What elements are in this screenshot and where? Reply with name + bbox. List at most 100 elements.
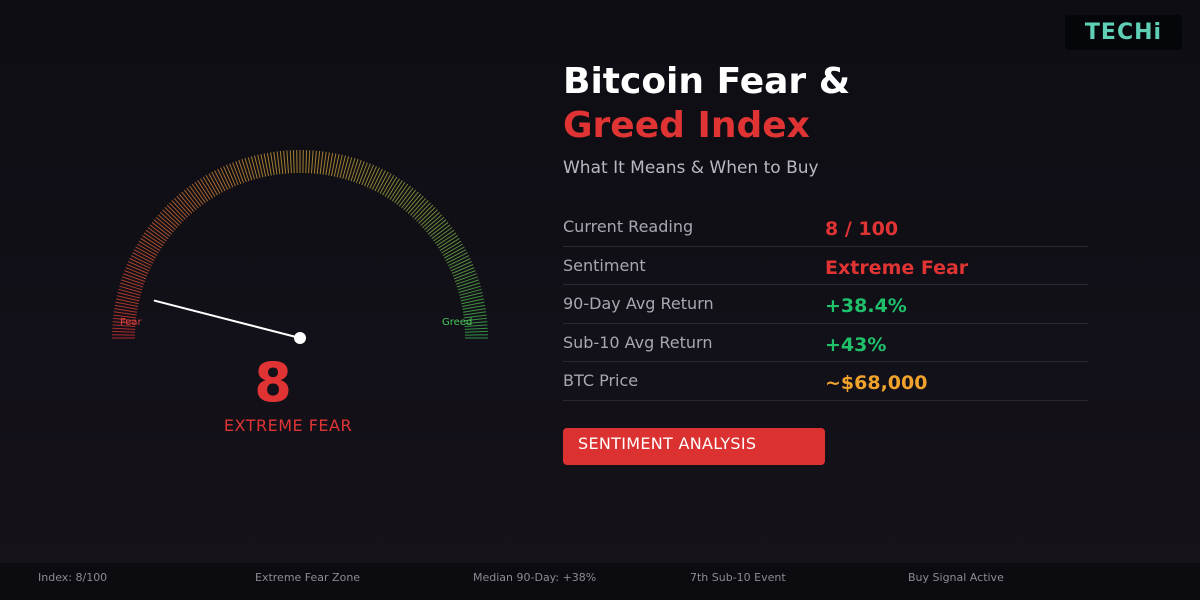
gauge-tick [458,285,481,293]
gauge-tick [414,202,431,220]
stat-label: BTC Price [563,371,639,390]
gauge-tick [155,216,174,233]
gauge-tick [164,207,182,224]
gauge-tick [339,155,346,179]
gauge-tick [463,314,487,319]
gauge-tick [151,221,171,237]
gauge-tick [459,292,483,299]
gauge-tick [217,168,229,190]
page-title-line2: Greed Index [563,105,810,146]
gauge-tick [452,267,475,277]
gauge-tick [121,279,144,288]
gauge-tick [436,232,457,247]
gauge-tick [292,150,295,174]
gauge-tick [433,227,453,242]
gauge-tick [257,154,264,178]
gauge-tick [130,255,152,267]
gauge-tick [120,282,143,291]
gauge-tick [157,214,176,231]
gauge-tick [176,195,193,214]
stat-label: Sub-10 Avg Return [563,332,713,352]
gauge-tick [427,219,447,235]
gauge-tick [322,151,327,175]
gauge-tick [342,156,350,179]
gauge-tick [431,224,451,240]
gauge-tick [202,176,216,197]
gauge-tick [235,161,245,184]
gauge-tick [358,162,368,185]
gauge-tick [171,200,188,218]
footer-bar: Index: 8/100 Extreme Fear Zone Median 90… [0,563,1200,600]
gauge-tick [445,249,467,261]
gauge-tick [464,327,488,330]
stat-row-current-reading: Current Reading 8 / 100 [563,208,1088,247]
gauge-tick [241,159,250,182]
gauge-tick [418,207,436,224]
stat-row-90-day-return: 90-Day Avg Return +38.4% [563,285,1088,324]
gauge-tick [464,317,488,322]
stat-value: ~$68,000 [825,372,928,394]
gauge-tick [244,158,253,181]
gauge-tick [464,324,488,327]
gauge-greed-label: Greed [442,317,472,328]
techi-logo[interactable]: TECHi [1065,15,1182,50]
gauge-tick [276,151,281,175]
gauge-tick [391,181,406,202]
gauge-tick [328,152,334,176]
gauge-tick [147,227,167,242]
gauge-tick [453,270,476,280]
gauge-tick [113,311,137,316]
gauge-tick [424,214,443,231]
gauge-tick [223,166,234,188]
gauge-tick [194,181,209,202]
gauge-tick [140,237,161,252]
gauge-tick [308,150,311,174]
gauge-tick [401,189,417,209]
gauge-tick [345,157,353,180]
gauge-tick [353,160,362,183]
gauge-tick [220,167,231,189]
gauge-tick [455,276,478,285]
gauge-tick [462,308,486,313]
gauge-tick [364,164,374,187]
gauge-tick [153,219,173,235]
gauge-tick [114,308,138,313]
gauge-fear-label: Fear [120,317,142,328]
gauge-tick [263,153,269,177]
gauge-tick [403,191,419,211]
gauge-tick [112,327,136,330]
sentiment-analysis-button[interactable]: SENTIMENT ANALYSIS [563,428,825,465]
gauge-tick [441,240,462,254]
gauge-tick [113,314,137,319]
gauge-tick [273,151,278,175]
gauge-tick [442,243,464,256]
gauge-tick [112,317,136,322]
gauge-value: 8 [254,351,292,414]
stats-table: Current Reading 8 / 100 Sentiment Extrem… [563,208,1088,401]
gauge-tick [371,168,383,190]
gauge-tick [112,321,136,325]
gauge-tick [116,295,140,302]
gauge-tick [128,261,150,272]
gauge-tick [254,155,261,179]
gauge-tick [379,173,392,194]
gauge-tick [366,166,377,188]
gauge-tick [197,180,211,200]
gauge-tick [145,229,166,244]
stat-label: Sentiment [563,255,646,275]
gauge-tick [126,264,149,274]
gauge-tick [138,240,159,254]
gauge-tick [333,153,340,177]
gauge-needle [153,299,301,339]
gauge-tick [112,330,136,333]
gauge-tick [114,304,138,310]
gauge-tick [450,261,472,272]
gauge-tick [166,204,184,222]
gauge-tick [434,229,455,244]
gauge-tick [238,160,247,183]
gauge-tick [132,252,154,264]
gauge-tick [124,270,147,280]
gauge-tick [186,187,202,207]
stat-value: Extreme Fear [825,256,969,279]
gauge-tick [336,154,343,178]
